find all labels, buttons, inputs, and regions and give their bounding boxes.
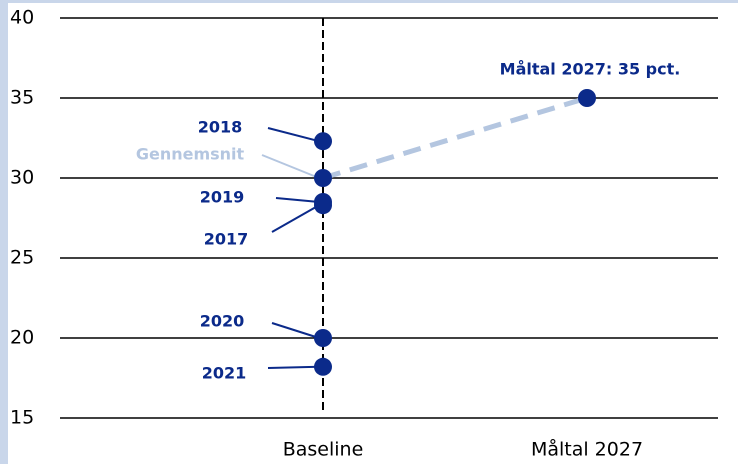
leader-line — [267, 365, 320, 369]
y-tick-label: 20 — [10, 327, 34, 349]
target-point — [578, 89, 596, 107]
point — [314, 169, 332, 187]
average-to-target — [322, 95, 588, 181]
y-tick-label: 15 — [10, 407, 34, 429]
point-label: 2017 — [204, 230, 249, 249]
x-tick-label: Måltal 2027 — [531, 438, 643, 461]
point-label: 2021 — [202, 364, 247, 383]
plot-background — [8, 3, 738, 464]
point-label: Gennemsnit — [136, 145, 245, 164]
point — [314, 357, 332, 376]
leader-line — [271, 322, 320, 339]
leader-line — [271, 204, 320, 233]
target-label: Måltal 2027: 35 pct. — [500, 60, 681, 79]
leader-line — [261, 154, 320, 179]
y-tick-label: 40 — [10, 7, 34, 29]
x-tick-label: Baseline — [283, 439, 364, 461]
point — [314, 196, 332, 215]
y-tick-label: 30 — [10, 167, 34, 189]
y-tick-label: 35 — [10, 87, 34, 109]
point — [314, 329, 332, 347]
y-tick-label: 25 — [10, 247, 34, 269]
point-label: 2020 — [200, 312, 245, 331]
point-label: 2019 — [200, 188, 245, 207]
point — [314, 132, 332, 151]
leader-line — [275, 197, 320, 203]
point-label: 2018 — [198, 118, 243, 137]
leader-line — [267, 127, 320, 143]
